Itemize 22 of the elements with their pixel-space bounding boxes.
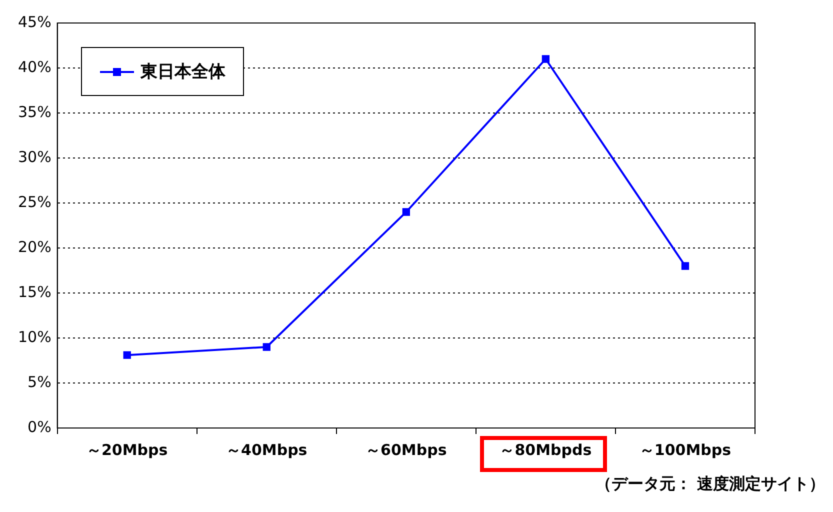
x-tick-label: ～40Mbps [226,440,308,459]
y-tick-label: 20% [18,238,52,256]
legend-label: 東日本全体 [140,61,226,83]
y-tick-label: 5% [28,372,52,391]
y-tick-label: 35% [18,102,52,121]
point [262,343,270,351]
y-tick-label: 40% [18,58,52,76]
x-tick-label: ～20Mbps [86,440,168,459]
x-tick-label: ～60Mbps [366,440,447,459]
point [542,55,550,63]
y-tick-label: 45% [18,12,52,31]
x-tick-label: ～100Mbps [639,440,732,459]
y-tick-label: 15% [18,282,52,301]
y-tick-label: 10% [18,328,52,346]
point [681,262,690,270]
y-tick-label: 25% [18,192,52,211]
point [402,208,410,216]
y-tick-label: 0% [28,418,52,436]
point [123,351,131,359]
y-tick-label: 30% [18,148,52,166]
x-tick-label: ～80Mbpds [500,440,592,459]
text: （データ元： 速度測定サイト） [595,474,825,495]
